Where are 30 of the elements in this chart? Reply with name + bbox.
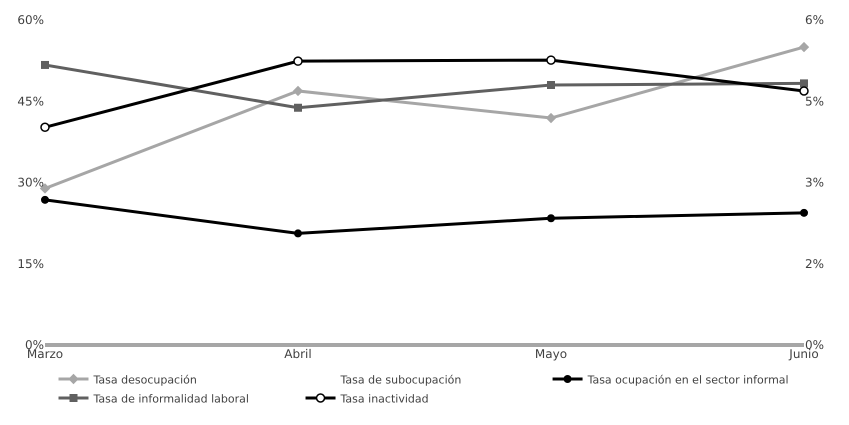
point bbox=[546, 112, 556, 124]
point bbox=[294, 229, 302, 238]
y2-tick-label: 6% bbox=[805, 13, 824, 28]
x-tick-label: Mayo bbox=[534, 347, 568, 361]
point bbox=[294, 104, 302, 112]
point bbox=[41, 60, 49, 69]
legend-label: Tasa de informalidad laboral bbox=[92, 392, 249, 406]
point bbox=[547, 81, 555, 89]
legend-label: Tasa ocupación en el sector informal bbox=[586, 373, 789, 386]
point bbox=[546, 55, 556, 65]
point bbox=[798, 42, 810, 52]
y2-tick-label: 5% bbox=[805, 94, 824, 108]
y2-tick-label: 2% bbox=[805, 256, 824, 271]
y-tick-label: 45% bbox=[17, 94, 44, 108]
text: Tasa de subocupación bbox=[340, 373, 462, 386]
point bbox=[799, 86, 809, 96]
point bbox=[292, 86, 304, 96]
point bbox=[293, 56, 303, 66]
point bbox=[547, 214, 555, 222]
legend-label: Tasa inactividad bbox=[340, 392, 429, 406]
point bbox=[41, 196, 49, 204]
legend-label: Tasa desocupación bbox=[92, 373, 197, 386]
y-tick-label: 15% bbox=[17, 256, 44, 271]
y-tick-label: 60% bbox=[17, 13, 44, 28]
point bbox=[40, 122, 50, 132]
point bbox=[800, 79, 808, 88]
y2-tick-label: 3% bbox=[805, 176, 824, 190]
point bbox=[800, 208, 808, 217]
x-tick-label: Abril bbox=[284, 347, 312, 361]
y-tick-label: 30% bbox=[17, 176, 44, 190]
